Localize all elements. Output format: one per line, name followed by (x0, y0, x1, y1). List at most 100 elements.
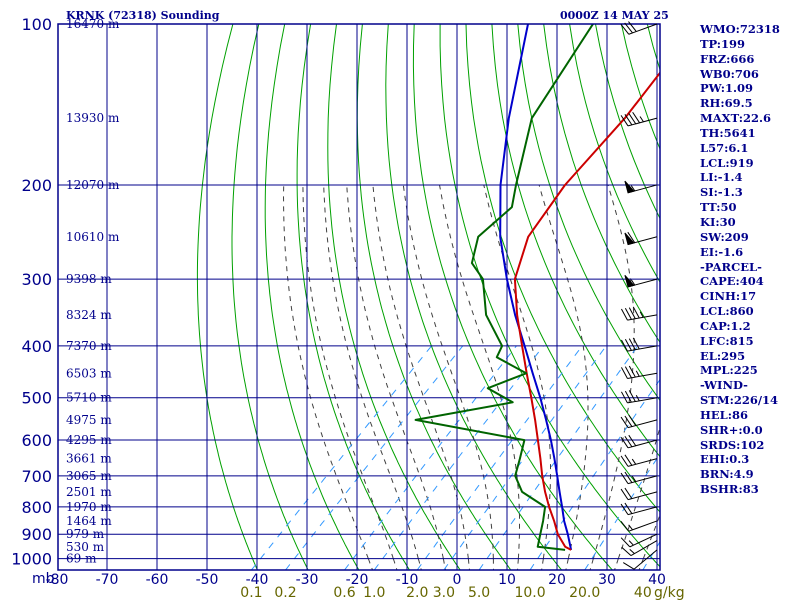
temperature-tick-label: -30 (296, 572, 319, 588)
wind-barb-half (628, 540, 634, 546)
wind-barb-flag (627, 231, 636, 243)
wind-barb-flag (632, 306, 640, 319)
pressure-tick-label: 800 (21, 498, 52, 517)
wind-barb (620, 390, 658, 404)
wind-barb-flag (620, 488, 629, 500)
wind-barb-flag (620, 391, 628, 404)
wind-barb-flag (624, 471, 633, 483)
mixing-ratio-label: 10.0 (514, 585, 545, 600)
temperature-tick-label: 10 (498, 572, 516, 588)
moist-adiabat (541, 558, 544, 570)
index-item: EL:295 (700, 348, 746, 363)
index-item: TH:5641 (700, 125, 756, 140)
temperature-tick-label: -70 (96, 572, 119, 588)
mixing-ratio-line (443, 345, 607, 570)
height-label: 2501 m (66, 485, 112, 499)
wind-barb-staff (627, 439, 658, 449)
wind-barb-flag (624, 390, 632, 403)
mixing-ratio-label: 0.2 (274, 585, 296, 600)
height-label: 16470 m (66, 17, 120, 31)
dry-adiabat (356, 24, 512, 570)
dry-adiabat (465, 24, 660, 513)
wind-barb-flag (622, 562, 635, 570)
height-label: 4295 m (66, 433, 112, 447)
height-label: 8324 m (66, 308, 112, 322)
wind-barb (622, 549, 658, 570)
index-item: EHI:0.3 (700, 452, 750, 467)
moist-adiabat (367, 558, 373, 570)
wind-barb (620, 454, 658, 467)
pressure-tick-label: 600 (21, 431, 52, 450)
dry-adiabat (543, 24, 660, 344)
height-label: 530 m (66, 540, 105, 554)
mixing-ratio-line (416, 345, 583, 570)
height-label: 13930 m (66, 111, 120, 125)
temperature-tick-label: 0 (453, 572, 462, 588)
wind-barb-staff (627, 458, 658, 467)
index-item: SRDS:102 (700, 437, 765, 452)
wind-barb-flag (624, 114, 633, 126)
plot-area (58, 24, 660, 570)
wind-barb-pennant (624, 274, 635, 288)
index-item: LCL:860 (700, 304, 754, 319)
dry-adiabat (569, 24, 660, 284)
wind-barb (620, 365, 658, 379)
wind-barb (621, 540, 658, 557)
wind-barb-half (635, 370, 640, 377)
height-label: 5710 m (66, 391, 112, 405)
height-label: 4975 m (66, 413, 112, 427)
pressure-tick-label: 300 (21, 270, 52, 289)
height-label: 1464 m (66, 514, 112, 528)
wind-barb-flag (624, 22, 633, 34)
pressure-tick-label: 900 (21, 525, 52, 544)
wind-barb-flag (624, 308, 632, 320)
wind-barb-flag (621, 546, 632, 556)
wind-barb-flag (628, 113, 637, 125)
wind-barb-flag (628, 434, 637, 447)
index-item: CAPE:404 (700, 274, 764, 289)
wind-barb (620, 471, 658, 485)
pressure-tick-label: 400 (21, 337, 52, 356)
wind-barb-flag (632, 111, 641, 124)
wind-barb-flag (628, 390, 636, 402)
wind-barb-pennant (624, 232, 635, 246)
index-item: KI:30 (700, 214, 736, 229)
moist-adiabat (638, 558, 644, 570)
wind-barb-flag (628, 414, 637, 426)
wind-barb-half (631, 458, 637, 465)
dewpoint-trace (414, 24, 594, 551)
wind-barb-staff (627, 475, 658, 485)
moist-adiabat (483, 184, 551, 559)
moist-adiabat (282, 184, 369, 559)
dry-adiabat (385, 24, 562, 570)
mixing-ratio-line (373, 345, 544, 570)
wind-barb-half (631, 475, 637, 482)
moist-adiabat (467, 558, 470, 570)
moist-adiabat (614, 558, 619, 570)
wind-barb-staff (628, 520, 658, 532)
pressure-axis-label: mb (32, 571, 55, 587)
mixing-ratio-label: 2.0 (406, 585, 428, 600)
height-label: 3661 m (66, 452, 112, 466)
pressure-tick-label: 1000 (11, 550, 52, 569)
index-item: L57:6.1 (700, 140, 749, 155)
temperature-tick-label: 40 (648, 572, 666, 588)
wind-barb-flag (620, 308, 628, 321)
mixing-ratio-label: 20.0 (569, 585, 600, 600)
wind-barb-half (628, 524, 633, 531)
mixing-ratio-label: 0.1 (240, 585, 262, 600)
height-label: 69 m (66, 552, 97, 566)
height-label: 12070 m (66, 178, 120, 192)
wind-barb-staff (627, 397, 658, 404)
dry-adiabat (412, 24, 613, 570)
mixing-ratio-line (285, 345, 464, 570)
moist-adiabat (442, 558, 446, 570)
index-item: CAP:1.2 (700, 318, 751, 333)
moist-adiabat (302, 184, 394, 559)
index-item: FRZ:666 (700, 51, 755, 66)
wind-barb-staff (627, 345, 658, 352)
index-item: WB0:706 (700, 66, 759, 81)
wind-barb-flag (628, 338, 636, 350)
dry-adiabat (327, 24, 461, 570)
